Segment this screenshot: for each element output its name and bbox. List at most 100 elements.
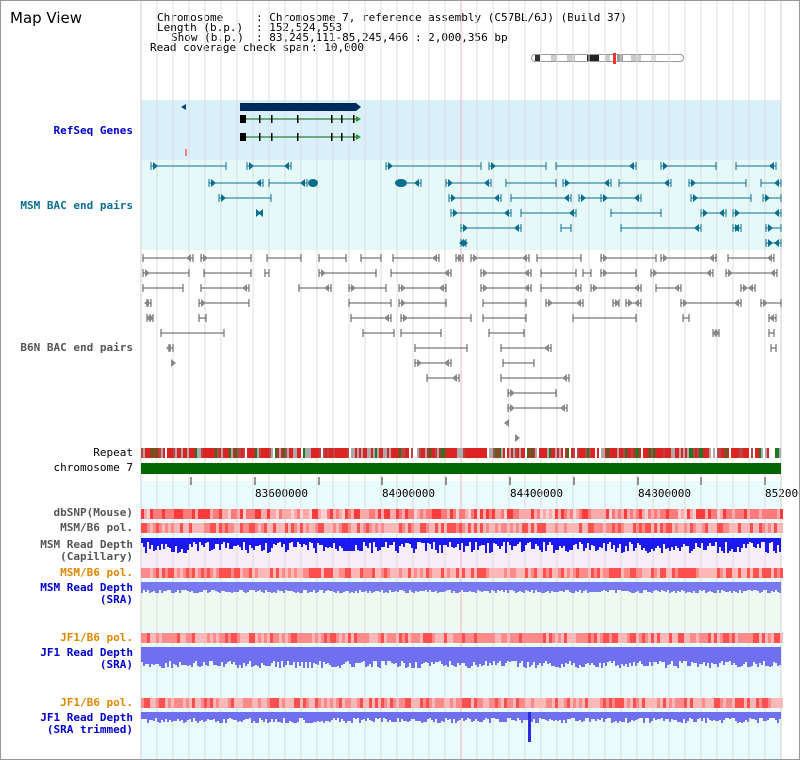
- polymorphism-strip: [642, 568, 645, 578]
- polymorphism-strip: [276, 509, 279, 519]
- read-depth-bar: [497, 712, 499, 719]
- read-depth-bar: [741, 647, 743, 666]
- read-depth-bar: [145, 538, 147, 553]
- polymorphism-strip: [204, 523, 207, 533]
- repeat-segment: [593, 448, 595, 458]
- read-depth-bar: [353, 647, 355, 667]
- read-depth-bar: [473, 647, 475, 662]
- polymorphism-strip: [267, 509, 270, 519]
- read-depth-bar: [659, 647, 661, 661]
- read-depth-bar: [411, 582, 413, 592]
- read-depth-bar: [763, 582, 765, 590]
- polymorphism-strip: [459, 633, 462, 643]
- polymorphism-strip: [363, 523, 366, 533]
- polymorphism-strip: [591, 633, 594, 643]
- repeat-segment: [379, 448, 381, 458]
- polymorphism-strip: [516, 509, 519, 519]
- read-depth-bar: [289, 712, 291, 721]
- read-depth-bar: [465, 582, 467, 592]
- exon: [341, 133, 343, 141]
- read-depth-bar: [483, 538, 485, 545]
- polymorphism-strip: [732, 633, 735, 643]
- read-depth-bar: [559, 712, 561, 720]
- polymorphism-strip: [618, 698, 621, 708]
- read-depth-bar: [299, 712, 301, 718]
- polymorphism-strip: [261, 523, 264, 533]
- repeat-segment: [401, 448, 403, 458]
- repeat-segment: [703, 448, 705, 458]
- read-depth-bar: [485, 582, 487, 591]
- read-depth-bar: [625, 647, 627, 664]
- b6n-bac-end: [769, 314, 774, 322]
- polymorphism-strip: [213, 523, 216, 533]
- polymorphism-strip: [561, 698, 564, 708]
- b6n-bac-end: [321, 269, 326, 277]
- polymorphism-strip: [729, 523, 732, 533]
- read-depth-bar: [515, 582, 517, 593]
- repeat-segment: [675, 448, 677, 458]
- read-depth-bar: [477, 538, 479, 550]
- polymorphism-strip: [312, 568, 315, 578]
- read-depth-bar: [389, 538, 391, 545]
- read-depth-bar: [779, 647, 781, 665]
- polymorphism-strip: [609, 509, 612, 519]
- polymorphism-strip: [549, 568, 552, 578]
- read-depth-bar: [269, 712, 271, 722]
- repeat-segment: [773, 448, 775, 458]
- read-depth-bar: [167, 538, 169, 547]
- polymorphism-strip: [423, 568, 426, 578]
- polymorphism-strip: [525, 698, 528, 708]
- polymorphism-strip: [396, 509, 399, 519]
- polymorphism-strip: [711, 698, 714, 708]
- polymorphism-strip: [570, 568, 573, 578]
- read-depth-bar: [173, 647, 175, 664]
- read-depth-bar: [317, 647, 319, 665]
- repeat-segment: [449, 448, 451, 458]
- b6n-bac-end: [674, 284, 679, 292]
- read-depth-bar: [173, 712, 175, 721]
- read-depth-bar: [521, 582, 523, 592]
- msm-bac-end: [211, 179, 216, 187]
- polymorphism-strip: [546, 568, 549, 578]
- polymorphism-strip: [612, 633, 615, 643]
- read-depth-bar: [425, 647, 427, 662]
- track-label-refseq: RefSeq Genes: [53, 124, 133, 137]
- read-depth-bar: [247, 538, 249, 553]
- polymorphism-strip: [675, 568, 678, 578]
- exon: [259, 115, 261, 123]
- b6n-bac-end: [628, 299, 633, 307]
- msm-bac-end: [491, 162, 496, 170]
- read-depth-bar: [415, 647, 417, 662]
- chromosome-ideogram[interactable]: [531, 53, 691, 65]
- read-depth-bar: [609, 582, 611, 590]
- read-depth-bar: [483, 712, 485, 720]
- polymorphism-strip: [552, 568, 555, 578]
- polymorphism-strip: [165, 568, 168, 578]
- polymorphism-strip: [225, 633, 228, 643]
- read-depth-bar: [209, 538, 211, 551]
- read-depth-bar: [763, 538, 765, 542]
- read-depth-bar: [683, 647, 685, 661]
- polymorphism-strip: [276, 633, 279, 643]
- read-depth-bar: [465, 647, 467, 666]
- repeat-segment: [475, 448, 477, 458]
- read-depth-bar: [577, 582, 579, 592]
- polymorphism-strip: [600, 633, 603, 643]
- polymorphism-strip: [657, 509, 660, 519]
- repeat-segment: [569, 448, 571, 458]
- read-depth-bar: [281, 538, 283, 547]
- polymorphism-strip: [654, 568, 657, 578]
- read-depth-bar: [695, 647, 697, 663]
- read-depth-bar: [377, 647, 379, 667]
- polymorphism-strip: [516, 633, 519, 643]
- polymorphism-strip: [390, 523, 393, 533]
- polymorphism-strip: [684, 698, 687, 708]
- read-depth-bar: [557, 582, 559, 592]
- repeat-segment: [549, 448, 551, 458]
- polymorphism-strip: [702, 698, 705, 708]
- polymorphism-strip: [738, 568, 741, 578]
- polymorphism-strip: [732, 523, 735, 533]
- read-depth-bar: [279, 712, 281, 722]
- polymorphism-strip: [504, 523, 507, 533]
